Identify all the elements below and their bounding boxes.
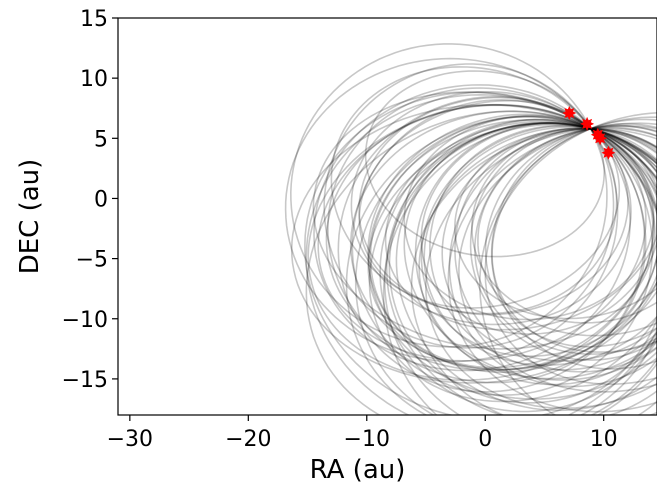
y-tick-label: −5 (76, 248, 108, 273)
x-tick-label: 10 (590, 427, 618, 452)
y-tick-label: 10 (80, 67, 108, 92)
orbit-line (291, 44, 607, 347)
x-tick-label: 0 (478, 427, 492, 452)
y-axis-label: DEC (au) (15, 159, 45, 275)
orbit-lines (286, 44, 657, 459)
x-tick-label: −30 (107, 427, 153, 452)
x-tick-label: −10 (344, 427, 390, 452)
x-tick-label: −20 (225, 427, 271, 452)
y-tick-label: −15 (62, 368, 108, 393)
y-tick-label: 15 (80, 7, 108, 32)
y-tick-label: 0 (94, 187, 108, 212)
x-axis-label: RA (au) (310, 455, 406, 485)
y-tick-label: 5 (94, 127, 108, 152)
y-tick-label: −10 (62, 308, 108, 333)
